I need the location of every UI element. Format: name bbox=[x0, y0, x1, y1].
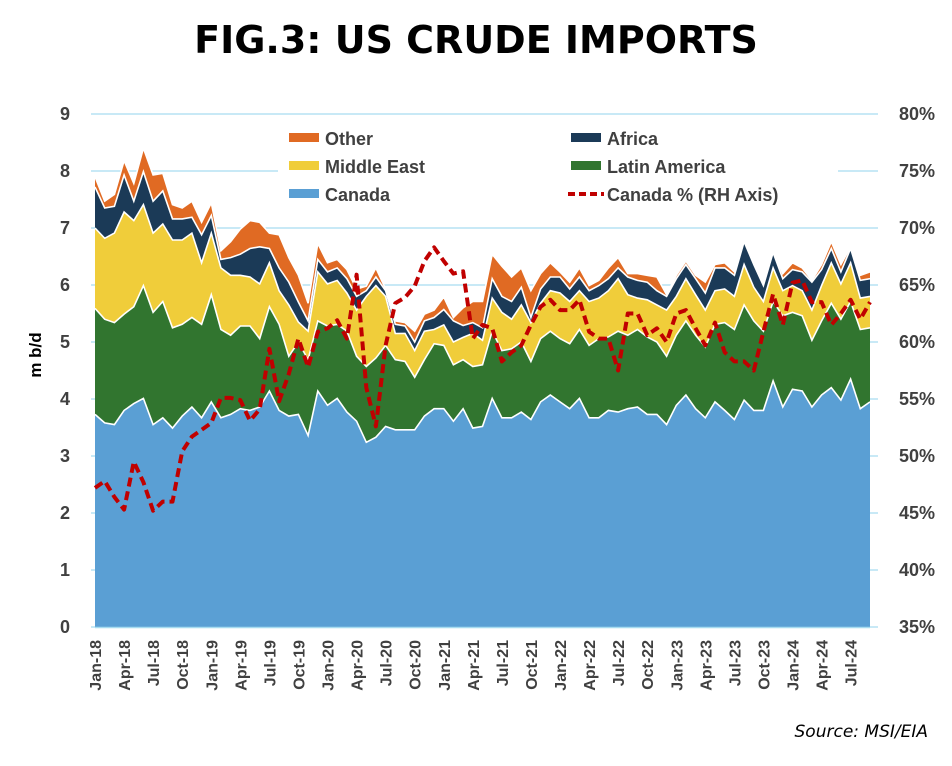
y2-tick-label: 65% bbox=[899, 275, 935, 295]
area-series bbox=[94, 145, 871, 629]
legend-swatch-latin-america bbox=[571, 161, 601, 170]
y2-tick-label: 50% bbox=[899, 446, 935, 466]
area-boundary-latin-america bbox=[94, 283, 871, 379]
y2-tick-label: 45% bbox=[899, 503, 935, 523]
legend-swatch-canada bbox=[289, 189, 319, 198]
x-tick-label: Jan-23 bbox=[669, 640, 686, 691]
source-note: Source: MSI/EIA bbox=[794, 722, 928, 742]
y-tick-label: 2 bbox=[60, 503, 70, 523]
x-tick-label: Jul-22 bbox=[611, 640, 628, 686]
x-tick-label: Oct-22 bbox=[640, 640, 657, 690]
y-axis-label: m b/d bbox=[26, 332, 45, 377]
y-tick-label: 3 bbox=[60, 446, 70, 466]
y-tick-label: 1 bbox=[60, 560, 70, 580]
x-tick-label: Jul-21 bbox=[495, 640, 512, 686]
y-tick-label: 9 bbox=[60, 104, 70, 124]
y2-tick-label: 40% bbox=[899, 560, 935, 580]
x-tick-label: Jul-20 bbox=[379, 640, 396, 686]
legend-label-africa: Africa bbox=[607, 129, 659, 149]
left-axis-ticks: 0 1 2 3 4 5 6 7 8 9 bbox=[60, 104, 70, 637]
legend-label-other: Other bbox=[325, 129, 373, 149]
x-tick-label: Apr-22 bbox=[582, 640, 599, 691]
legend-label-latin-america: Latin America bbox=[607, 157, 726, 177]
y-tick-label: 6 bbox=[60, 275, 70, 295]
x-tick-label: Jan-20 bbox=[321, 640, 338, 691]
x-tick-label: Jul-18 bbox=[146, 640, 163, 686]
x-tick-label: Apr-21 bbox=[466, 640, 483, 691]
legend-swatch-africa bbox=[571, 133, 601, 142]
x-tick-label: Oct-23 bbox=[756, 640, 773, 690]
y2-tick-label: 70% bbox=[899, 218, 935, 238]
canada-pct-line-layer bbox=[93, 245, 872, 513]
legend-background bbox=[278, 124, 838, 210]
line-canada-pct bbox=[93, 245, 872, 513]
area-other bbox=[95, 148, 870, 342]
right-axis-ticks: 35% 40% 45% 50% 55% 60% 65% 70% 75% 80% bbox=[899, 104, 935, 637]
x-tick-label: Jul-23 bbox=[727, 640, 744, 686]
y2-tick-label: 60% bbox=[899, 332, 935, 352]
x-tick-label: Oct-18 bbox=[175, 640, 192, 690]
x-tick-label: Jan-22 bbox=[553, 640, 570, 691]
legend-swatch-middle-east bbox=[289, 161, 319, 170]
x-tick-label: Oct-21 bbox=[524, 640, 541, 690]
y-tick-label: 0 bbox=[60, 617, 70, 637]
y2-tick-label: 35% bbox=[899, 617, 935, 637]
area-latin-america bbox=[95, 285, 870, 443]
legend-label-canada: Canada bbox=[325, 185, 391, 205]
x-tick-label: Apr-24 bbox=[815, 640, 832, 691]
legend: Other Middle East Canada Africa Latin Am… bbox=[278, 124, 838, 210]
x-tick-label: Apr-20 bbox=[350, 640, 367, 691]
x-tick-label: Jan-21 bbox=[437, 640, 454, 691]
x-tick-label: Apr-18 bbox=[117, 640, 134, 691]
x-axis-ticks: Jan-18 Apr-18 Jul-18 Oct-18 Jan-19 Apr-19 Jul-… bbox=[88, 640, 861, 691]
y2-tick-label: 75% bbox=[899, 161, 935, 181]
legend-label-middle-east: Middle East bbox=[325, 157, 425, 177]
x-tick-label: Oct-19 bbox=[291, 640, 308, 690]
x-tick-label: Jan-18 bbox=[88, 640, 105, 691]
x-tick-label: Apr-23 bbox=[698, 640, 715, 691]
area-boundary-middle-east bbox=[94, 202, 871, 353]
y-tick-label: 7 bbox=[60, 218, 70, 238]
legend-label-canada-pct: Canada % (RH Axis) bbox=[607, 185, 778, 205]
x-tick-label: Jan-24 bbox=[786, 640, 803, 691]
y2-tick-label: 80% bbox=[899, 104, 935, 124]
legend-swatch-other bbox=[289, 133, 319, 142]
area-canada bbox=[95, 379, 870, 627]
x-tick-label: Apr-19 bbox=[233, 640, 250, 691]
chart-title: FIG.3: US CRUDE IMPORTS bbox=[194, 18, 758, 62]
area-africa bbox=[95, 171, 870, 351]
x-tick-label: Jul-24 bbox=[844, 640, 861, 686]
x-tick-label: Oct-20 bbox=[408, 640, 425, 690]
x-tick-label: Jul-19 bbox=[262, 640, 279, 686]
y-tick-label: 4 bbox=[60, 389, 70, 409]
area-boundary-canada bbox=[94, 376, 871, 444]
y2-tick-label: 55% bbox=[899, 389, 935, 409]
y-tick-label: 8 bbox=[60, 161, 70, 181]
y-tick-label: 5 bbox=[60, 332, 70, 352]
x-tick-label: Jan-19 bbox=[204, 640, 221, 691]
area-boundary-other bbox=[94, 145, 871, 333]
